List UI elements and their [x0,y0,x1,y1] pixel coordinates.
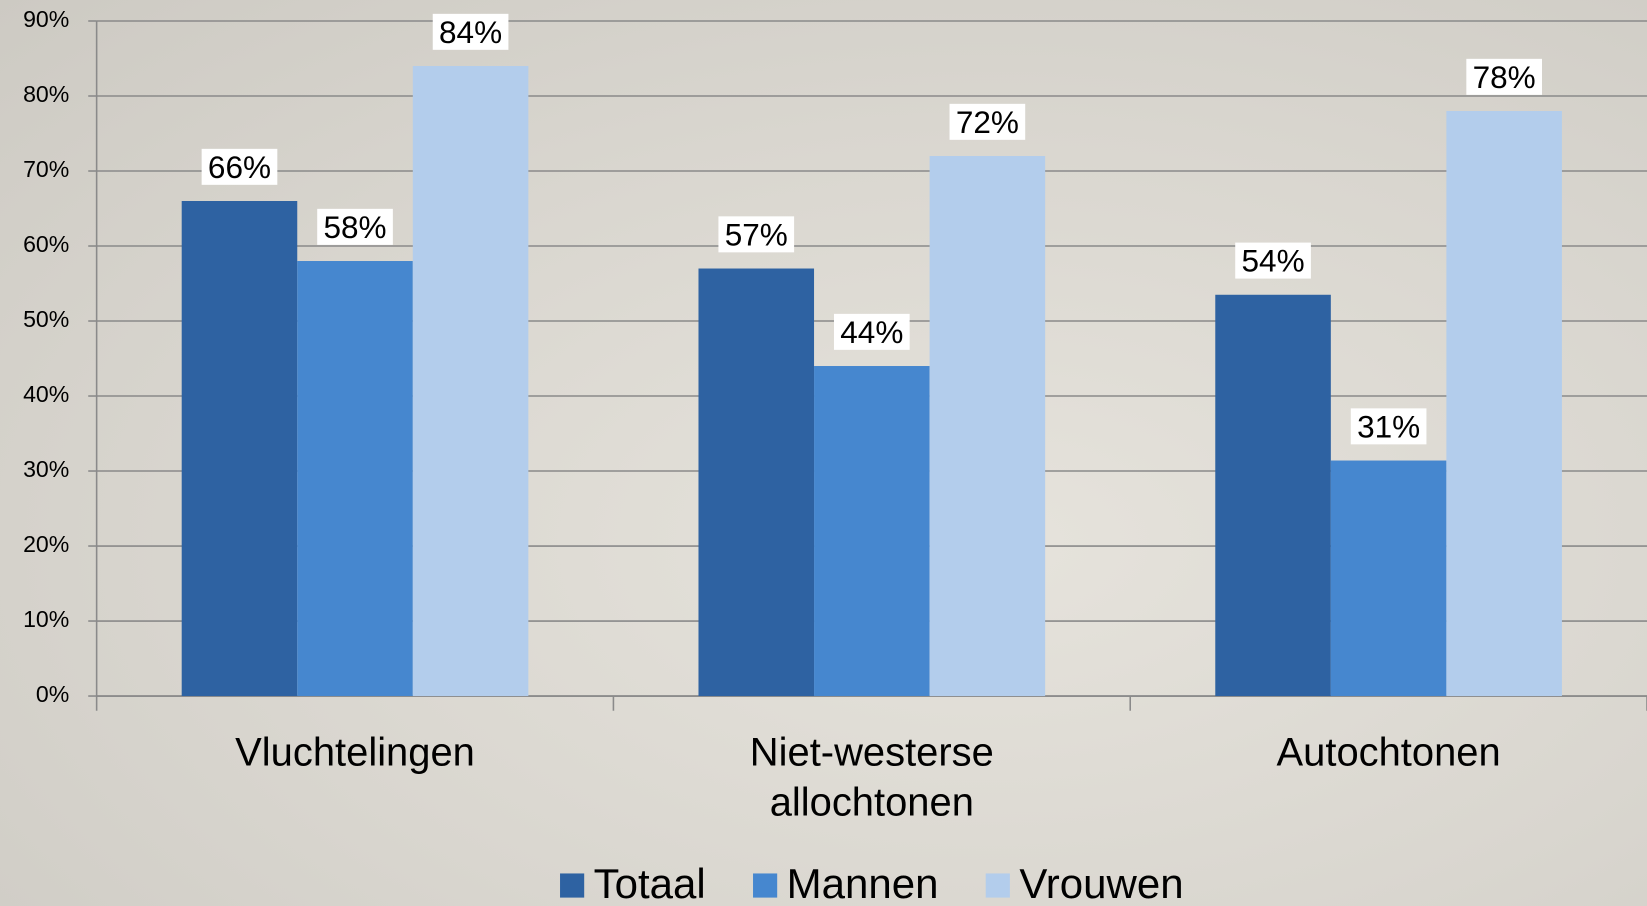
x-tick-label-box: Autochtonen [1276,730,1501,775]
x-tick-label: Niet-westerse allochtonen [749,730,994,826]
data-label-bg [949,103,1026,140]
y-tick-label: 50% [23,306,69,332]
legend-label: Mannen [787,860,939,906]
data-label: 72% [956,104,1019,140]
bar [297,261,413,697]
data-label-bg [1466,58,1542,95]
data-label: 57% [725,216,788,252]
data-label: 66% [208,149,271,185]
x-tick-label: Vluchtelingen [235,730,475,775]
bar [181,201,298,697]
legend-label: Vrouwen [1019,860,1183,906]
legend-swatch [753,873,778,898]
y-tick-label: 90% [23,6,69,32]
data-label-bg [1350,408,1427,445]
x-tick-label-box: Niet-westerse allochtonen [749,730,994,826]
y-tick-label: 0% [36,681,69,707]
data-label: 78% [1473,59,1536,95]
data-label: 84% [439,14,502,50]
y-tick-label: 20% [23,531,69,557]
y-tick-label: 30% [23,456,69,482]
data-label-bg [432,13,509,50]
y-tick-label: 70% [23,156,69,182]
data-label: 58% [323,209,386,245]
x-tick-label-box: Vluchtelingen [235,730,475,775]
data-label: 31% [1357,408,1420,444]
bar [1446,111,1562,697]
data-label: 44% [840,314,903,350]
y-tick-label: 40% [23,381,69,407]
legend-label: Totaal [594,860,706,906]
y-tick-label: 60% [23,231,69,257]
bar [698,268,815,697]
bar [1215,294,1331,697]
legend-swatch [985,873,1010,898]
data-label-bg [718,216,795,253]
bar [412,65,529,697]
bar [929,156,1046,697]
data-label-bg [833,313,910,350]
legend: Totaal Mannen Vrouwen [560,860,1184,906]
data-label-bg [201,148,278,185]
bar [1330,460,1447,697]
data-label-bg [1235,242,1311,279]
y-tick-label: 80% [23,81,69,107]
data-label-bg [317,208,393,245]
legend-swatch [560,873,585,898]
x-tick-label: Autochtonen [1276,730,1501,775]
data-label: 54% [1242,243,1305,279]
y-tick-label: 10% [23,606,69,632]
bar [814,366,930,697]
